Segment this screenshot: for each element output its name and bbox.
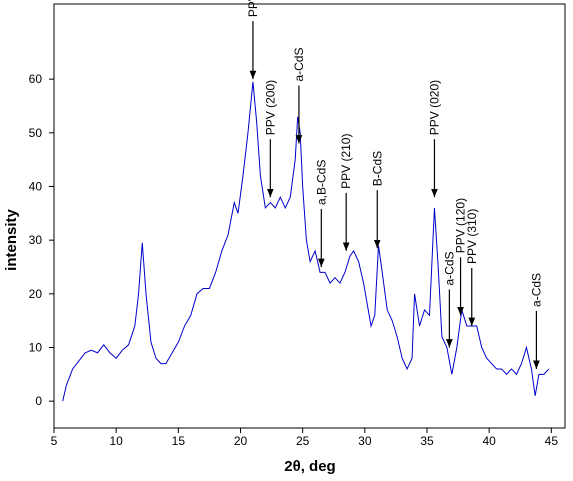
x-tick-label: 10 bbox=[109, 434, 123, 448]
y-tick-label: 20 bbox=[29, 287, 43, 301]
annotation-label: a,B-CdS bbox=[314, 160, 328, 205]
plot-frame bbox=[53, 3, 566, 429]
y-tick-label: 30 bbox=[29, 233, 43, 247]
x-tick-label: 5 bbox=[51, 434, 58, 448]
annotation-label: B-CdS bbox=[370, 151, 384, 186]
x-tick-label: 35 bbox=[420, 434, 434, 448]
x-tick-label: 15 bbox=[172, 434, 186, 448]
annotation-label: PPV (120) bbox=[454, 198, 468, 253]
x-axis-label: 2θ, deg bbox=[284, 458, 335, 475]
annotation-label: a-CdS bbox=[292, 48, 306, 82]
y-tick-label: 10 bbox=[29, 340, 43, 354]
x-tick-label: 40 bbox=[482, 434, 496, 448]
annotation-label: PPV (310) bbox=[465, 209, 479, 264]
x-tick-label: 20 bbox=[234, 434, 248, 448]
annotation-label: PPV (200) bbox=[263, 80, 277, 135]
x-tick-label: 30 bbox=[358, 434, 372, 448]
annotation-label: a-CdS bbox=[529, 273, 543, 307]
y-axis-label: intensity bbox=[3, 209, 20, 271]
x-tick-label: 25 bbox=[296, 434, 310, 448]
y-tick-label: 60 bbox=[29, 72, 43, 86]
annotation-label: PPV (110) bbox=[246, 0, 260, 17]
y-tick-label: 40 bbox=[29, 179, 43, 193]
annotation-label: PPV (020) bbox=[427, 80, 441, 135]
annotation-label: PPV (210) bbox=[339, 134, 353, 189]
annotation-label: a-CdS bbox=[442, 251, 456, 285]
y-tick-label: 0 bbox=[35, 394, 42, 408]
x-tick-label: 45 bbox=[545, 434, 559, 448]
data-line bbox=[62, 81, 550, 402]
y-tick-label: 50 bbox=[29, 126, 43, 140]
